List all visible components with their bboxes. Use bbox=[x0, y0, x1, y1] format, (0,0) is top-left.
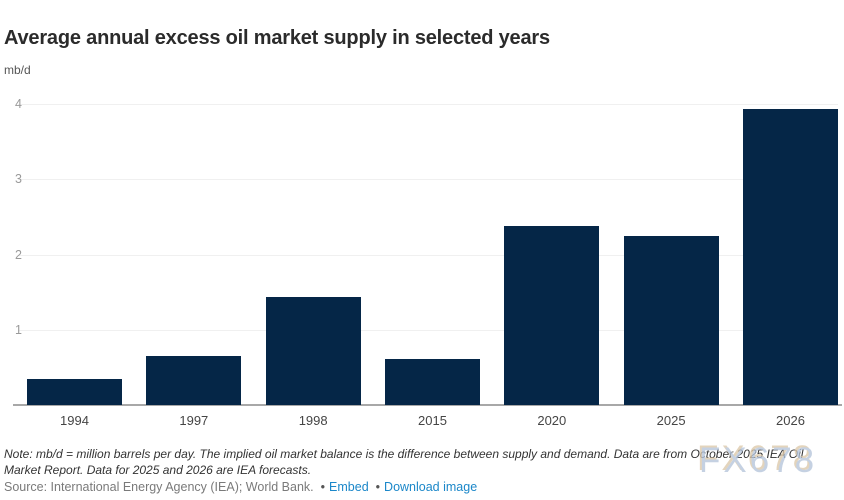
gridline-1 bbox=[18, 329, 838, 331]
y-axis-tick-label: 1 bbox=[15, 322, 22, 337]
x-axis-tick-label: 1998 bbox=[298, 413, 328, 428]
gridline-3 bbox=[18, 179, 838, 181]
bar-2020: 2020 bbox=[504, 225, 600, 427]
link-separator-bullet: • bbox=[320, 480, 326, 494]
source-text: Source: International Energy Agency (IEA… bbox=[4, 480, 314, 494]
x-axis-tick-label: 2015 bbox=[418, 413, 447, 428]
bar-2026: 2026 bbox=[742, 108, 838, 427]
link-separator-bullet: • bbox=[375, 480, 381, 494]
x-axis-tick-label: 1997 bbox=[179, 413, 209, 428]
x-axis-tick-label: 1994 bbox=[60, 413, 89, 428]
gridline-2 bbox=[18, 254, 838, 256]
x-axis-tick-label: 2026 bbox=[776, 413, 805, 428]
bar-1994: 1994 bbox=[27, 378, 122, 427]
bars-container: 1994 1997 1998 2015 2020 2025 2026 bbox=[27, 104, 838, 427]
chart-title: Average annual excess oil market supply … bbox=[4, 27, 550, 49]
y-axis-tick-label: 3 bbox=[15, 172, 22, 186]
gridline-4 bbox=[18, 104, 838, 105]
source-row: Source: International Energy Agency (IEA… bbox=[4, 480, 842, 495]
bar-2025: 2025 bbox=[623, 235, 719, 427]
x-axis-tick-label: 2025 bbox=[656, 413, 686, 428]
x-axis-line bbox=[13, 404, 842, 406]
bar-1997: 1997 bbox=[146, 356, 242, 427]
download-image-link[interactable]: Download image bbox=[384, 480, 478, 494]
x-axis-tick-label: 2020 bbox=[537, 413, 567, 428]
chart-note: Note: mb/d = million barrels per day. Th… bbox=[4, 447, 804, 477]
bar-chart-plot-area: 1994 1997 1998 2015 2020 2025 2026 1 2 3 4 bbox=[0, 98, 844, 427]
embed-link[interactable]: Embed bbox=[329, 480, 369, 494]
bar-1998: 1998 bbox=[265, 297, 361, 427]
y-axis-tick-label: 2 bbox=[15, 247, 22, 262]
y-axis-units-label: mb/d bbox=[4, 63, 31, 77]
bar-2015: 2015 bbox=[384, 359, 480, 427]
y-axis-tick-label: 4 bbox=[15, 96, 22, 111]
